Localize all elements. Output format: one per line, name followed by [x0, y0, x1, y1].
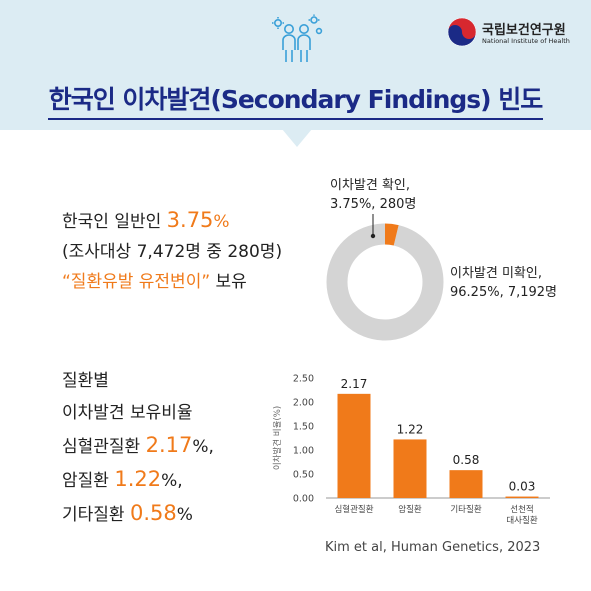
overall-stat-text: 한국인 일반인 3.75% (조사대상 7,472명 중 280명) “질환유발… — [62, 205, 282, 297]
x-tick-label: 암질환 — [398, 504, 422, 515]
stat-line-3-suffix: 보유 — [210, 272, 247, 292]
y-axis-label: 이차발견 비율(%) — [272, 406, 283, 470]
donut-confirmed-label: 이차발견 확인, — [330, 178, 411, 193]
bar-value-label: 0.58 — [453, 453, 480, 467]
logo-korean-name: 국립보건연구원 — [482, 23, 566, 38]
bar-value-label: 0.03 — [509, 480, 536, 494]
donut-unconfirmed-label: 이차발견 미확인, — [450, 266, 542, 281]
header-pointer — [282, 129, 312, 147]
x-tick-label: 기타질환 — [450, 504, 481, 515]
disease-cancer-value: 1.22 — [114, 467, 162, 491]
bar-1 — [393, 439, 427, 498]
y-tick-label: 1.00 — [293, 446, 314, 457]
header-banner — [0, 0, 591, 130]
disease-other-value: 0.58 — [129, 501, 177, 525]
donut-label-unconfirmed: 이차발견 미확인, 96.25%, 7,192명 — [450, 264, 557, 302]
disease-line-4: 암질환 1.22%, — [62, 463, 214, 497]
bar-chart: 0.00 0.50 1.00 1.50 2.00 2.50 이차발견 비율(%) 2.17 심… — [272, 374, 550, 526]
stat-line-3: “질환유발 유전변이” 보유 — [62, 267, 282, 297]
taegeuk-logo-icon — [447, 17, 477, 47]
bar-3 — [505, 496, 539, 498]
title-underline — [48, 118, 543, 120]
donut-unconfirmed-detail: 96.25%, 7,192명 — [450, 285, 558, 300]
nih-logo: 국립보건연구원 National Institute of Health — [446, 16, 576, 50]
disease-line-5-suffix: % — [176, 505, 193, 525]
people-virus-icon — [272, 14, 323, 62]
disease-line-3-prefix: 심혈관질환 — [62, 437, 146, 457]
disease-line-5-prefix: 기타질환 — [62, 505, 130, 525]
bar-value-label: 1.22 — [397, 422, 424, 436]
page-title: 한국인 이차발견(Secondary Findings) 빈도 — [48, 85, 544, 114]
citation: Kim et al, Human Genetics, 2023 — [325, 540, 541, 555]
x-tick-label: 대사질환 — [506, 515, 537, 526]
stat-line-1: 한국인 일반인 3.75% — [62, 205, 282, 237]
stat-line-2: (조사대상 7,472명 중 280명) — [62, 242, 283, 262]
donut-chart — [326, 223, 444, 341]
disease-cardio-value: 2.17 — [145, 433, 193, 457]
disease-line-4-suffix: %, — [161, 471, 183, 491]
donut-confirmed-detail: 3.75%, 280명 — [330, 197, 417, 212]
y-tick-label: 2.00 — [293, 398, 314, 409]
bar-0 — [337, 393, 371, 498]
disease-line-4-prefix: 암질환 — [62, 471, 115, 491]
stat-percent-sign: % — [213, 212, 230, 232]
stat-line-1-prefix: 한국인 일반인 — [62, 212, 167, 232]
x-tick-label: 심혈관질환 — [334, 504, 373, 515]
bar-2 — [449, 470, 483, 498]
disease-line-5: 기타질환 0.58% — [62, 497, 214, 531]
y-tick-label: 0.00 — [293, 494, 314, 505]
stat-percent-value: 3.75 — [166, 208, 214, 232]
donut-leader-line — [370, 214, 376, 239]
disease-line-1: 질환별 — [62, 371, 109, 391]
y-tick-label: 0.50 — [293, 470, 314, 481]
disease-stat-text: 질환별 이차발견 보유비율 심혈관질환 2.17%, 암질환 1.22%, 기타… — [62, 365, 214, 531]
y-tick-label: 2.50 — [293, 374, 314, 385]
disease-line-3: 심혈관질환 2.17%, — [62, 429, 214, 463]
y-tick-label: 1.50 — [293, 422, 314, 433]
x-tick-label: 선천적 — [510, 504, 533, 515]
donut-slice-0 — [326, 223, 444, 341]
logo-english-name: National Institute of Health — [482, 37, 570, 45]
disease-line-3-suffix: %, — [192, 437, 214, 457]
donut-slice-1 — [326, 223, 444, 341]
bar-value-label: 2.17 — [341, 377, 368, 391]
disease-line-2: 이차발견 보유비율 — [62, 403, 193, 423]
donut-label-confirmed: 이차발견 확인, 3.75%, 280명 — [330, 176, 416, 214]
stat-quote: “질환유발 유전변이” — [62, 272, 211, 292]
